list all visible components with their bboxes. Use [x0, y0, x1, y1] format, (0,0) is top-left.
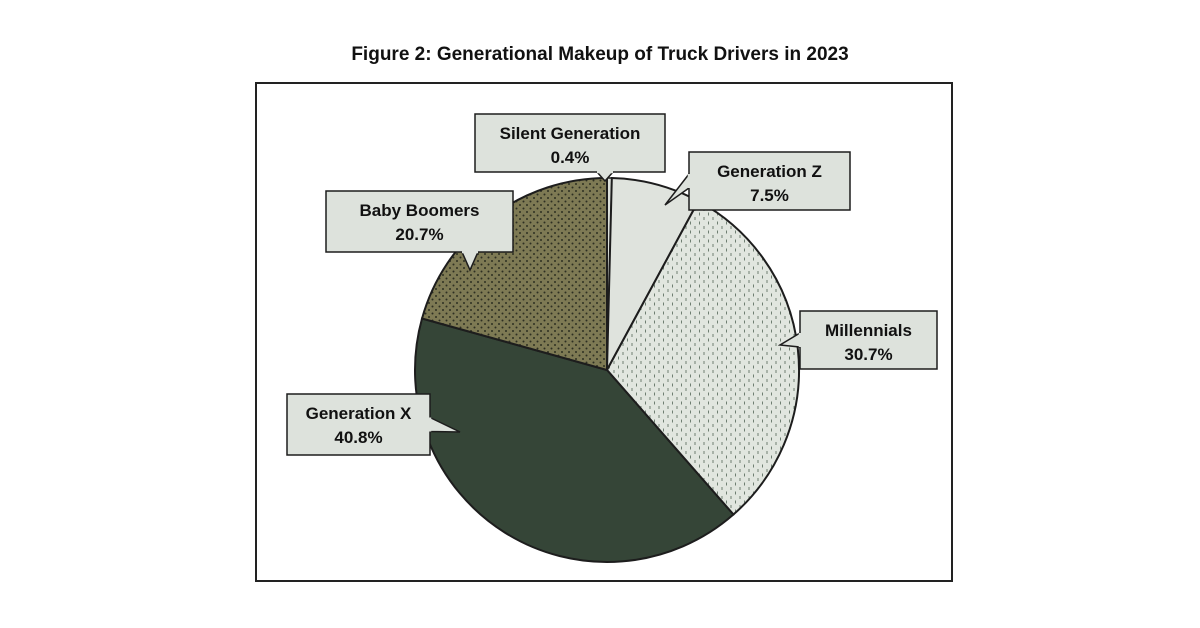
slice-label-silent-generation: Silent Generation: [500, 124, 641, 143]
callout-generation-x: Generation X 40.8%: [286, 393, 461, 456]
callout-generation-z: Generation Z 7.5%: [664, 151, 851, 211]
slice-value-generation-x: 40.8%: [334, 428, 382, 447]
chart-frame: [255, 82, 953, 582]
pie-slice-generation-x: [414, 317, 735, 563]
slice-value-silent-generation: 0.4%: [551, 148, 590, 167]
slice-value-millennials: 30.7%: [844, 345, 892, 364]
callout-millennials: Millennials 30.7%: [777, 310, 938, 370]
callout-box: [688, 151, 851, 211]
callout-box: [325, 190, 514, 253]
callout-box: [474, 113, 666, 173]
slice-label-generation-x: Generation X: [306, 404, 412, 423]
callout-box: [286, 393, 431, 456]
callout-baby-boomers: Baby Boomers 20.7%: [325, 190, 514, 272]
slice-label-millennials: Millennials: [825, 321, 912, 340]
chart-title: Figure 2: Generational Makeup of Truck D…: [351, 44, 849, 65]
pie-slice-millennials: [605, 199, 800, 516]
callout-box: [799, 310, 938, 370]
slice-label-baby-boomers: Baby Boomers: [360, 201, 480, 220]
slice-value-generation-z: 7.5%: [750, 186, 789, 205]
callout-silent-generation: Silent Generation 0.4%: [474, 113, 666, 183]
slice-value-baby-boomers: 20.7%: [395, 225, 443, 244]
slice-label-generation-z: Generation Z: [717, 162, 822, 181]
